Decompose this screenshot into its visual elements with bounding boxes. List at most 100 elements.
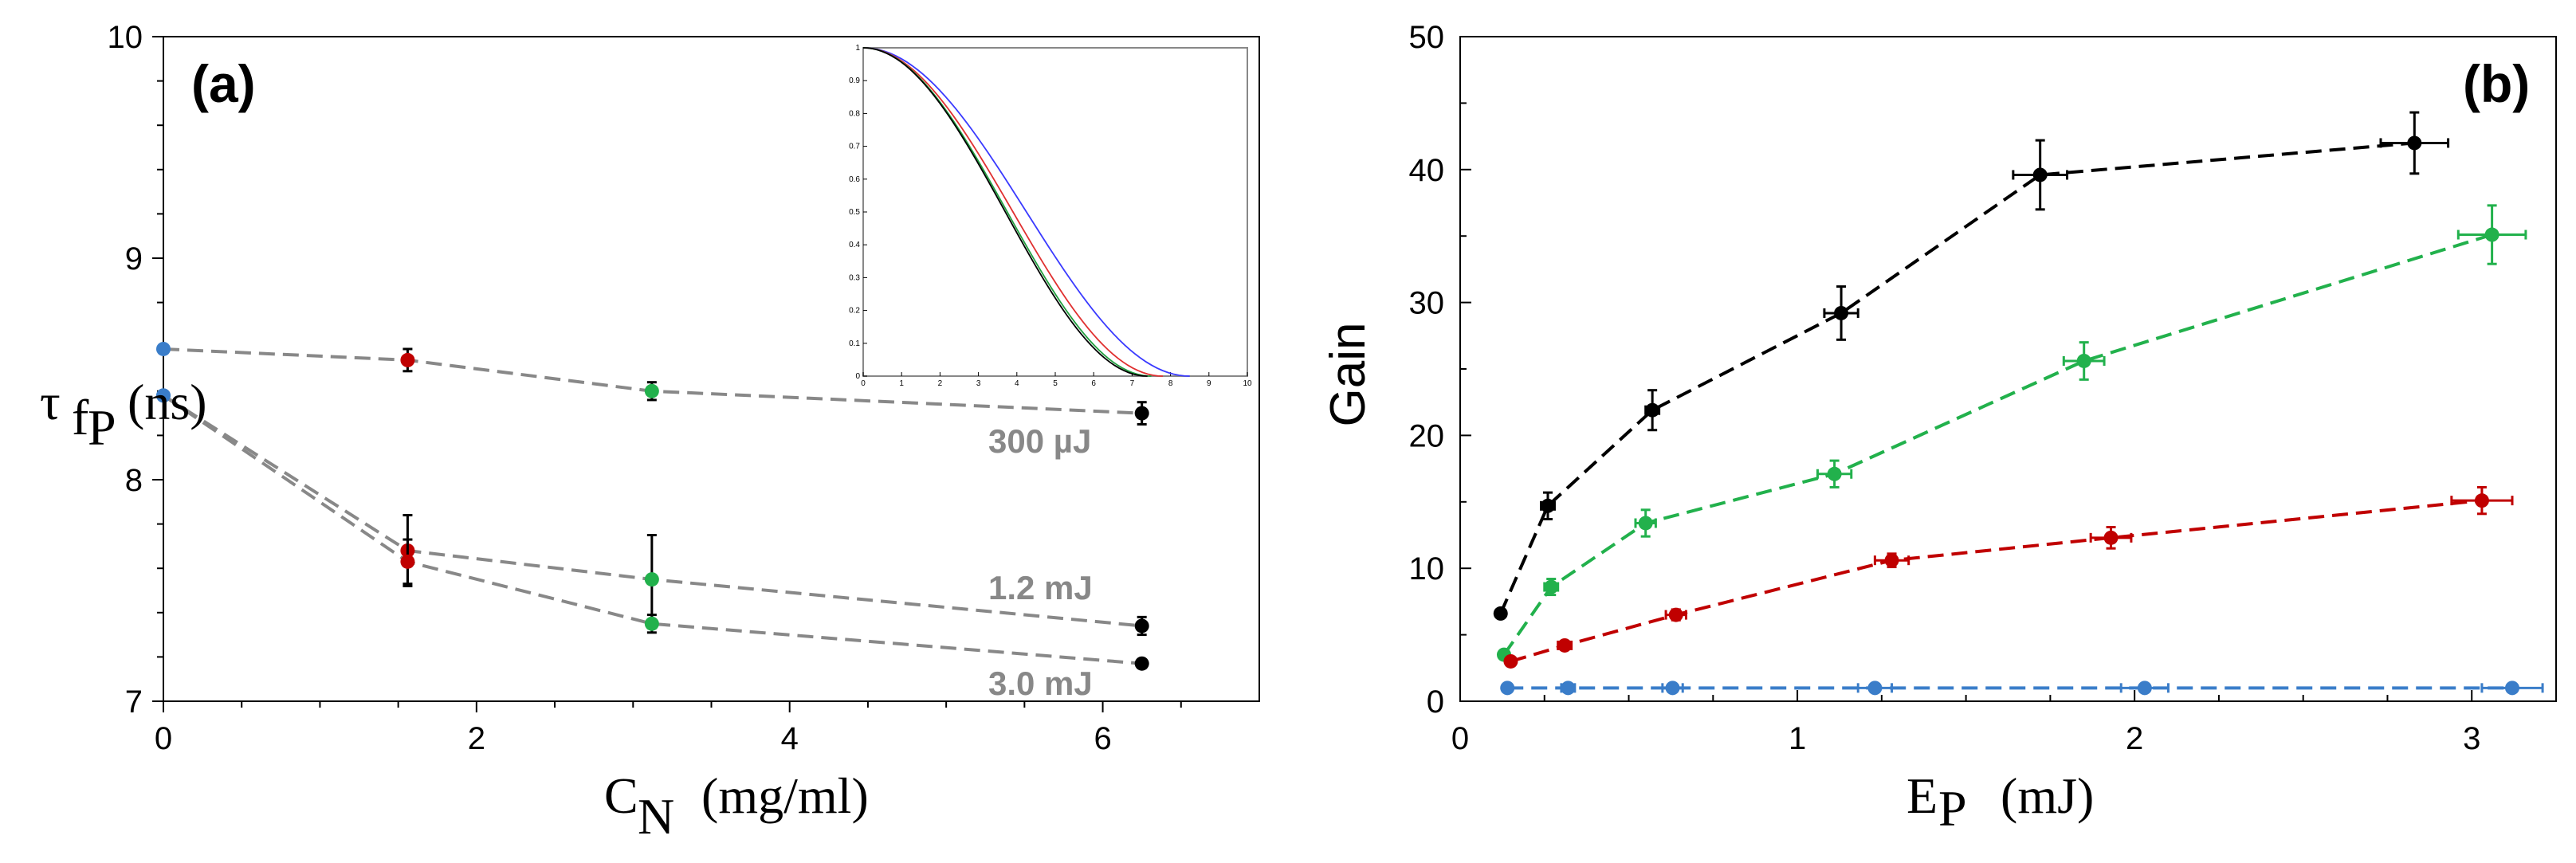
- data-point: [1561, 681, 1576, 696]
- series-label-3-0mj: 3.0 mJ: [988, 665, 1093, 702]
- inset-y-tick-label: 0.2: [849, 307, 860, 316]
- series-label-300uj: 300 µJ: [988, 422, 1091, 460]
- x-tick-label: 6: [1094, 721, 1111, 756]
- data-point: [1834, 305, 1849, 320]
- data-point: [2474, 493, 2489, 508]
- inset-y-tick-label: 0.4: [849, 241, 860, 249]
- y-axis-label-sub-f: f: [72, 389, 89, 445]
- data-point: [1638, 516, 1653, 531]
- data-point: [400, 554, 415, 569]
- data-point: [2407, 135, 2422, 151]
- inset-x-tick-label: 6: [1091, 379, 1096, 388]
- data-point: [1544, 579, 1559, 594]
- data-point: [400, 352, 415, 367]
- y-tick-label: 0: [1427, 685, 1444, 720]
- y-tick-label: 10: [108, 20, 143, 55]
- data-point: [1134, 656, 1149, 671]
- data-point: [1134, 618, 1149, 634]
- x-tick-label: 2: [468, 721, 485, 756]
- inset-x-tick-label: 3: [976, 379, 981, 388]
- data-point: [1665, 681, 1680, 696]
- inset-ticks: 0 1 2 3 4 5 6 7 8 9 10 0 0.1 0.2 0.3 0.4 0.5 0.6 0.7 0.8 0.9…: [849, 44, 1252, 388]
- panel-a-inset: 0 1 2 3 4 5 6 7 8 9 10 0 0.1 0.2 0.3 0.4 0.5 0.6 0.7 0.8 0.9…: [849, 44, 1252, 388]
- inset-y-tick-label: 0.3: [849, 273, 860, 282]
- inset-x-tick-label: 10: [1243, 379, 1252, 388]
- panel-a-label: (a): [191, 54, 256, 113]
- x-axis-label-unit: (mg/ml): [701, 767, 869, 824]
- series-label-1-2mj: 1.2 mJ: [988, 569, 1093, 606]
- series-line-2: [162, 394, 1142, 665]
- data-point: [1668, 607, 1683, 622]
- series-line-red: [1510, 499, 2483, 663]
- y-tick-label: 10: [1409, 551, 1445, 586]
- panel-a-y-axis-label: τ f P (ns): [40, 374, 207, 456]
- x-tick-label: 1: [1789, 721, 1806, 756]
- series-line-1: [162, 394, 1142, 628]
- inset-frame: [862, 47, 1248, 377]
- y-tick-label: 8: [125, 463, 143, 498]
- inset-x-tick-label: 7: [1130, 379, 1135, 388]
- inset-y-tick-label: 0: [855, 372, 860, 381]
- data-point: [2137, 681, 2152, 696]
- inset-curve-0: [862, 47, 1190, 377]
- data-point: [1541, 498, 1555, 513]
- panel-b-y-axis-label: Gain: [1321, 323, 1376, 427]
- inset-x-tick-label: 2: [938, 379, 943, 388]
- inset-y-tick-label: 0.6: [849, 175, 860, 184]
- series-line-0: [163, 347, 1142, 415]
- data-point: [1134, 406, 1149, 421]
- data-point: [644, 572, 659, 587]
- series-line-green: [1502, 233, 2493, 656]
- data-point: [644, 383, 659, 398]
- y-axis-label-subsub-p: P: [88, 399, 116, 456]
- data-point: [2032, 167, 2048, 182]
- inset-curves: [862, 47, 1190, 377]
- panel-b-series-lines: [1498, 141, 2512, 690]
- data-point: [2505, 681, 2519, 696]
- panel-b-plot-frame: [1459, 36, 2557, 702]
- x-axis-label-unit-mj: (mJ): [2001, 767, 2094, 824]
- x-axis-label-sub-n: N: [638, 788, 674, 845]
- x-axis-label-c: C: [604, 767, 638, 824]
- panel-b-label: (b): [2463, 54, 2530, 113]
- inset-x-tick-label: 5: [1053, 379, 1058, 388]
- panel-a-series-lines: [162, 347, 1142, 665]
- inset-y-tick-label: 0.7: [849, 143, 860, 151]
- panel-b-x-axis-label: E P (mJ): [1906, 767, 2094, 837]
- inset-x-tick-label: 8: [1168, 379, 1173, 388]
- x-axis-label-sub-p: P: [1938, 780, 1967, 837]
- panel-a-ticks: 0 2 4 6 7 8 9 10: [108, 20, 1182, 756]
- data-point: [1867, 681, 1883, 696]
- inset-x-tick-label: 0: [861, 379, 866, 388]
- y-axis-label-unit-ns: (ns): [128, 374, 207, 430]
- inset-y-tick-label: 0.9: [849, 76, 860, 85]
- data-point: [2076, 353, 2091, 368]
- data-point: [644, 616, 659, 631]
- panel-a-x-axis-label: C N (mg/ml): [604, 767, 869, 845]
- inset-x-tick-label: 4: [1015, 379, 1019, 388]
- y-tick-label: 30: [1409, 286, 1445, 321]
- data-point: [1503, 653, 1518, 669]
- data-point: [2103, 530, 2119, 545]
- data-point: [2484, 227, 2499, 242]
- panel-b-markers: [1493, 111, 2544, 696]
- data-point: [1493, 606, 1508, 621]
- inset-curve-1: [862, 47, 1164, 377]
- y-tick-label: 40: [1409, 153, 1445, 188]
- x-tick-label: 0: [155, 721, 172, 756]
- series-line-black: [1498, 141, 2415, 614]
- data-point: [1884, 553, 1899, 568]
- inset-y-tick-label: 0.1: [849, 339, 860, 348]
- inset-y-tick-label: 0.8: [849, 109, 860, 118]
- y-axis-label-tau: τ: [40, 374, 61, 430]
- data-point: [1500, 681, 1515, 696]
- data-point: [1645, 402, 1660, 418]
- data-point: [156, 341, 171, 356]
- data-point: [156, 388, 171, 403]
- inset-y-tick-label: 0.5: [849, 208, 860, 217]
- inset-x-tick-label: 9: [1207, 379, 1211, 388]
- y-tick-label: 9: [125, 241, 143, 277]
- x-tick-label: 3: [2463, 721, 2480, 756]
- data-point: [1827, 466, 1842, 481]
